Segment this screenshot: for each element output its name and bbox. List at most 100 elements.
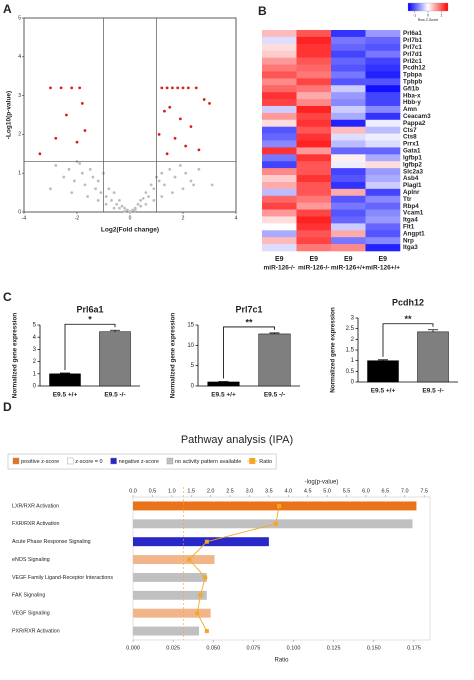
heatmap-cell <box>365 119 401 127</box>
point <box>181 86 185 90</box>
heatmap-cell <box>331 43 366 52</box>
point <box>83 183 87 187</box>
x-tick-label: 7.0 <box>401 488 409 494</box>
column-label: E9 <box>378 256 387 263</box>
x2-tick-label: 0.100 <box>287 645 301 651</box>
heatmap-cell <box>262 71 297 79</box>
point <box>78 162 82 165</box>
y-tick-label: PXR/RXR Activation <box>12 628 60 634</box>
point <box>197 167 201 171</box>
row-label: Tpbpa <box>403 72 422 79</box>
heatmap-cell <box>296 223 332 231</box>
point <box>178 117 182 121</box>
significance-bracket <box>382 323 434 357</box>
point <box>163 109 166 113</box>
heatmap-cell <box>331 105 366 114</box>
y-tick-label: 2 <box>351 337 355 343</box>
heatmap-cell <box>365 181 401 190</box>
point <box>168 105 172 109</box>
heatmap-cell <box>296 50 332 58</box>
x-tick-label: 1.0 <box>168 488 176 494</box>
row-label: Hbb-y <box>403 99 421 106</box>
point <box>118 198 121 202</box>
row-label: Prl7b1 <box>403 37 423 44</box>
x-tick-label: 3.5 <box>265 488 273 494</box>
point <box>110 198 113 202</box>
heatmap-cell <box>331 36 366 45</box>
row-label: Nrp <box>403 237 414 244</box>
heatmap-cell <box>365 105 401 114</box>
heatmap-cell <box>262 202 297 210</box>
x2-tick-label: 0.175 <box>407 645 421 651</box>
point <box>49 187 52 191</box>
point <box>184 144 188 148</box>
x-tick-label: E9.5 +/+ <box>371 388 396 395</box>
colorbar-tick-label: 0 <box>427 13 429 17</box>
y-tick-label: FXR/RXR Activation <box>12 521 59 527</box>
point <box>171 191 174 195</box>
row-label: Ttr <box>403 196 412 203</box>
heatmap-cell <box>331 237 366 245</box>
column-label: E9 <box>275 256 284 263</box>
ratio-marker <box>198 593 203 598</box>
row-label: Prrx1 <box>403 141 420 148</box>
legend-swatch <box>166 457 174 465</box>
point <box>163 183 166 187</box>
legend-swatch <box>12 457 20 465</box>
heatmap-cell <box>365 147 401 155</box>
bar <box>133 537 269 547</box>
heatmap-cell <box>296 64 332 72</box>
point <box>59 86 63 90</box>
heatmap-cell <box>331 168 366 176</box>
heatmap-cell <box>365 216 401 224</box>
row-label: Itga3 <box>403 244 418 251</box>
column-label: E9 <box>309 256 318 263</box>
y-tick-label: 10 <box>187 343 194 349</box>
heatmap-cell <box>296 147 332 155</box>
row-label: Angpt1 <box>403 230 425 237</box>
ratio-marker <box>273 521 278 526</box>
heatmap-cell <box>262 195 297 203</box>
x-tick-label: E9.5 -/- <box>104 392 125 399</box>
row-label: Vcam1 <box>403 210 424 217</box>
heatmap-cell <box>331 99 366 107</box>
heatmap-cell <box>331 202 366 210</box>
plot-frame <box>23 17 237 213</box>
bar <box>99 331 131 387</box>
colorbar-tick-label: -1 <box>413 13 416 17</box>
x-tick-label: 4.5 <box>304 488 312 494</box>
heatmap-cell <box>262 154 297 162</box>
x2-tick-label: 0.050 <box>206 645 220 651</box>
heatmap-cell <box>262 237 297 245</box>
point <box>112 191 116 195</box>
point <box>160 195 164 198</box>
row-label: Ceacam3 <box>403 113 431 120</box>
x-tick-label: E9.5 -/- <box>264 392 285 399</box>
x-tick-label: 3.0 <box>246 488 254 494</box>
heatmap-cell <box>365 43 401 52</box>
point <box>147 195 150 198</box>
point <box>157 179 161 183</box>
legend-label: Ratio <box>259 459 272 465</box>
column-label: miR-126-/- <box>298 265 329 272</box>
x-tick-label: 2 <box>182 215 185 221</box>
bar <box>417 331 449 383</box>
point <box>133 206 137 210</box>
heatmap-cell <box>331 126 366 134</box>
error-bar <box>60 372 70 374</box>
heatmap-cell <box>296 30 332 38</box>
bar <box>367 360 399 383</box>
y-tick-label: VEGF Family Ligand-Receptor Interactions <box>12 575 113 581</box>
point <box>202 98 206 101</box>
y-tick-label: LXR/RXR Activation <box>12 503 59 509</box>
legend-label: no activity pattern available <box>175 459 241 465</box>
row-label: Flt1 <box>403 224 415 231</box>
x-tick-label: 4.0 <box>284 488 292 494</box>
y-tick-label: VEGF Signaling <box>12 611 50 617</box>
point <box>168 167 172 171</box>
heatmap-cell <box>262 105 297 114</box>
x-tick-label: 2.5 <box>226 488 234 494</box>
point <box>194 86 198 90</box>
x2-tick-label: 0.025 <box>166 645 180 651</box>
